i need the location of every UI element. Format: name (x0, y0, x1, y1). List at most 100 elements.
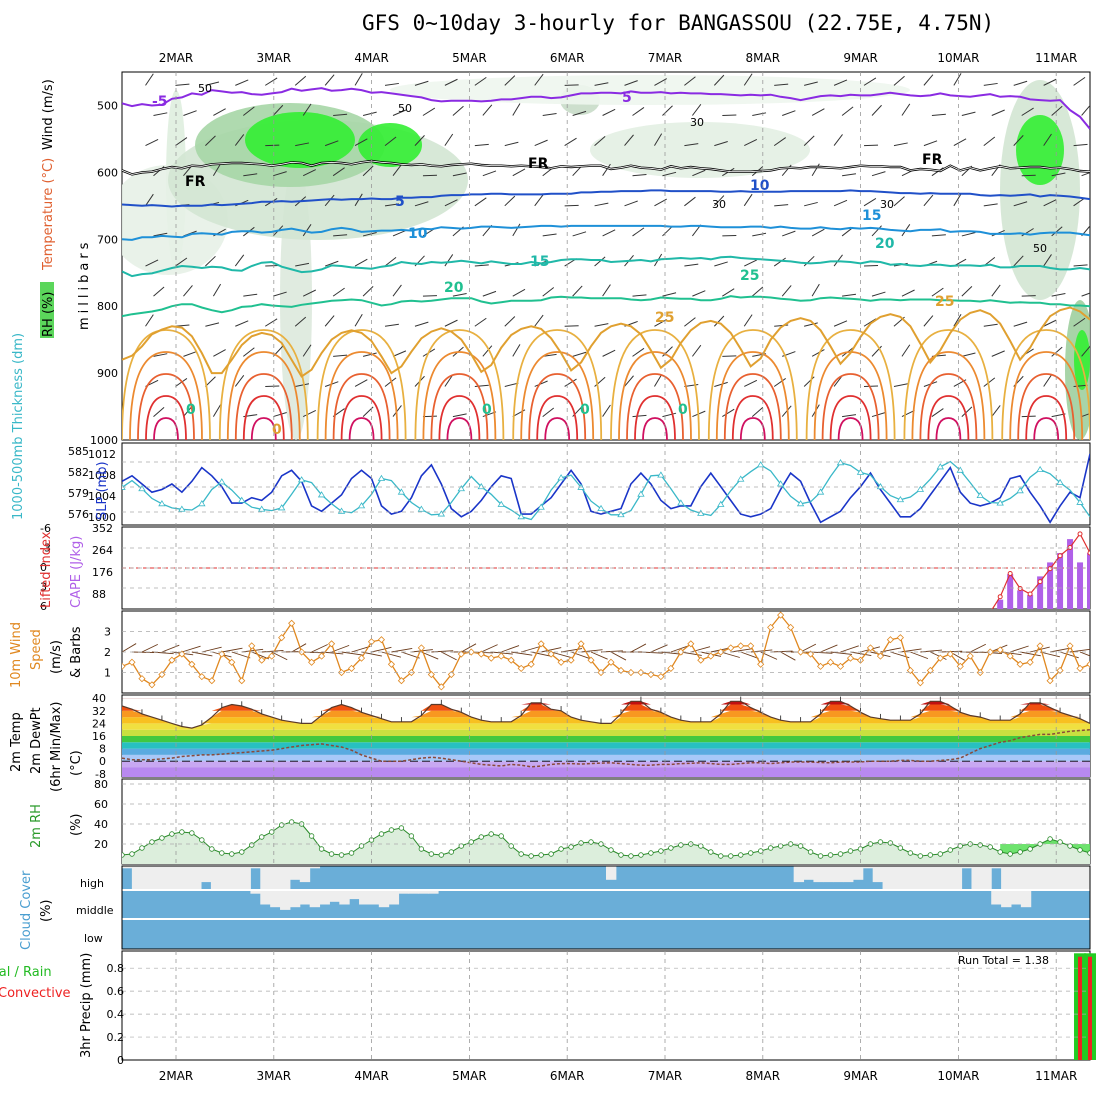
thickness-marker (756, 461, 765, 468)
wind-barb (961, 352, 976, 357)
temp-contour-lobe (837, 417, 864, 440)
contour-label: 0 (580, 402, 590, 418)
wind-barb (810, 651, 833, 654)
wind-barb (871, 345, 882, 357)
wind-barb (302, 169, 317, 177)
temp-contour-lobe (438, 395, 481, 440)
cloud-clear-cell (161, 866, 172, 889)
thickness-marker (457, 485, 466, 492)
cloud-clear-cell (230, 866, 242, 889)
wind-barb (234, 374, 245, 387)
wind-barb (730, 648, 752, 653)
wind-barb (482, 345, 493, 357)
temp-contour-lobe (829, 395, 872, 440)
wind-barb (901, 409, 915, 418)
rh-marker (159, 835, 165, 841)
wind-speed-marker (737, 642, 745, 650)
top-date-axis: 2MAR 3MAR 4MAR 5MAR 6MAR 7MAR 8MAR 9MAR 10MAR 11M… (159, 51, 1078, 65)
cloud-layer (121, 865, 1091, 950)
contour-label: 5 (622, 90, 632, 106)
dewpoint-line (122, 728, 1090, 768)
wind-speed-marker (687, 640, 695, 648)
wind-barb (175, 257, 188, 267)
wind-speed-marker (836, 662, 845, 670)
wind-speed-line (122, 614, 1090, 688)
temp2m-label-1: 2m Temp (9, 712, 24, 772)
cloud-clear-cell (191, 866, 202, 889)
temp-tick: 8 (99, 743, 106, 756)
wind-barb (452, 413, 467, 418)
wind-speed-marker (587, 656, 595, 664)
contour-label: 0 (678, 402, 688, 418)
wind-barb (570, 651, 590, 659)
isotherm-10 (122, 224, 1090, 241)
wind-barb (234, 254, 245, 267)
rh-marker (129, 851, 135, 857)
wind-speed-marker (886, 636, 894, 644)
wind-speed-marker (916, 679, 924, 687)
wind-barb (1010, 645, 1029, 653)
rh-tick: 60 (94, 798, 108, 811)
contour-label: 5 (395, 194, 405, 210)
thickness-marker (178, 505, 186, 512)
wind-speed-marker (787, 623, 795, 631)
wind-speed-marker (288, 619, 296, 627)
wind-barb (953, 138, 967, 147)
bottom-date-label: 6MAR (550, 1069, 585, 1083)
wind-barb (811, 108, 825, 116)
wind-barb (632, 227, 645, 237)
contour-label: 10 (408, 226, 428, 242)
wind-speed-marker (397, 677, 405, 685)
wind-barb (931, 408, 944, 417)
wind-barb (572, 351, 587, 357)
wind-barb (205, 135, 216, 146)
wind-barb (354, 73, 363, 86)
temp-contour-lobe (536, 395, 579, 440)
temp-contour-lobe (1025, 395, 1068, 440)
contour-label: 10 (750, 178, 770, 194)
wind-barb (324, 315, 335, 327)
wind-barb (261, 650, 284, 653)
wind-barb (1013, 201, 1028, 207)
rh-label: 50 (198, 82, 212, 95)
wind-speed-marker (447, 670, 455, 679)
thickness-marker (238, 496, 246, 503)
rh-marker (1007, 851, 1013, 857)
wind-barb (871, 104, 882, 116)
wind-barb (564, 378, 577, 387)
cloud-clear-cell (1030, 866, 1042, 889)
wind-barb (833, 320, 848, 327)
wind-barb (384, 82, 399, 86)
temp-tick: 24 (92, 717, 106, 730)
temp-contour-lobe (610, 329, 700, 440)
wind-barb (291, 643, 307, 653)
temp-contour-lobe (340, 395, 383, 440)
wind-barb (610, 651, 627, 661)
wind-barb (770, 650, 793, 653)
temp-contour-lobe (626, 373, 684, 440)
wind-barb (863, 197, 877, 207)
wind-barb (362, 232, 377, 237)
cloud-clear-cell (1070, 866, 1081, 889)
cloud-clear-cell (892, 866, 903, 889)
wind-barb (504, 141, 519, 147)
wind-barb (1073, 76, 1086, 86)
temp-contour-lobe (1009, 351, 1084, 440)
wind-barb (414, 135, 425, 146)
wind-barb (871, 412, 886, 418)
cloud-clear-cell (299, 891, 311, 905)
wind-barb (871, 171, 886, 177)
temp-tick: -8 (95, 768, 106, 781)
wind-barb (122, 643, 137, 653)
wind-barb (1051, 172, 1066, 177)
wind-barb (773, 378, 786, 387)
wind-barb (752, 112, 767, 116)
wind-barb (362, 352, 377, 357)
wind-speed-marker (238, 677, 246, 685)
wind-barb (234, 134, 245, 146)
cloud-clear-cell (862, 866, 874, 869)
thickness-marker (617, 510, 625, 518)
wind-barb (931, 234, 946, 237)
wind-speed-marker (527, 660, 535, 668)
